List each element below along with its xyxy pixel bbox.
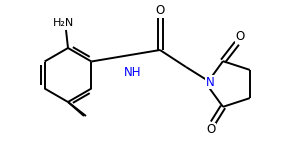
Text: H₂N: H₂N — [53, 18, 74, 28]
Text: O: O — [235, 30, 245, 43]
Text: NH: NH — [124, 66, 142, 78]
Text: O: O — [155, 4, 164, 18]
Text: N: N — [206, 75, 214, 88]
Text: O: O — [206, 123, 216, 136]
